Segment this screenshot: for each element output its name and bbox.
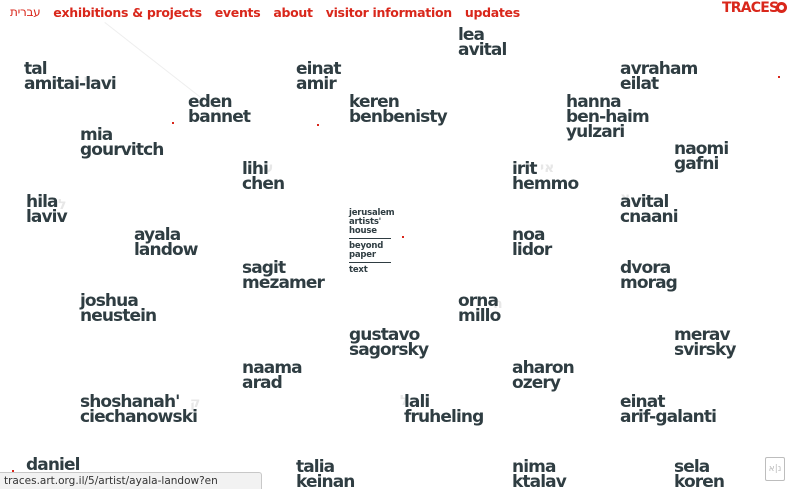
- artist-link-talia-keinan[interactable]: talia keinan: [296, 457, 355, 492]
- artist-link-nima-ktalav[interactable]: nima ktalav: [512, 457, 567, 492]
- brand-circle-icon: [776, 2, 787, 13]
- artist-link-merav-svirsky[interactable]: merav svirsky: [674, 325, 737, 360]
- artist-link-eden-bannet[interactable]: eden bannet: [188, 92, 251, 127]
- decorative-dot: [778, 76, 780, 78]
- project-link[interactable]: beyond paper: [349, 242, 391, 263]
- artist-link-daniel[interactable]: daniel: [26, 455, 80, 475]
- artist-link-hanna-ben-haim-yulzari[interactable]: hanna ben-haim yulzari: [566, 92, 650, 142]
- artist-link-lali-fruheling[interactable]: lali fruheling: [404, 392, 484, 427]
- nav-hebrew-link[interactable]: עברית: [10, 5, 41, 19]
- ghost-letter: ל: [84, 75, 93, 91]
- artist-link-lea-avital[interactable]: lea avital: [458, 25, 507, 60]
- center-info-block: jerusalem artists' house beyond paper te…: [349, 209, 395, 280]
- browser-status-bar: traces.art.org.il/5/artist/ayala-landow?…: [0, 472, 262, 489]
- ghost-letter: ל: [400, 393, 409, 409]
- nav-about[interactable]: about: [273, 4, 313, 20]
- text-link[interactable]: text: [349, 265, 368, 275]
- artist-link-tal-amitai-lavi[interactable]: tal amitai-lavi: [24, 59, 117, 94]
- artist-link-gustavo-sagorsky[interactable]: gustavo sagorsky: [349, 325, 429, 360]
- artist-link-lihi-chen[interactable]: lihi chen: [242, 159, 285, 194]
- artist-link-einat-arif-galanti[interactable]: einat arif-galanti: [620, 392, 717, 427]
- ghost-letter: ק: [190, 395, 201, 411]
- top-navigation: עברית exhibitions & projects events abou…: [10, 4, 533, 20]
- artist-link-joshua-neustein[interactable]: joshua neustein: [80, 291, 157, 326]
- ghost-letter: ג: [536, 226, 543, 242]
- artist-link-shoshanah-ciechanowski[interactable]: shoshanah' ciechanowski: [80, 392, 198, 427]
- artist-link-irit-hemmo[interactable]: irit hemmo: [512, 159, 579, 194]
- ghost-letter: ה: [493, 296, 503, 312]
- artist-link-aharon-ozery[interactable]: aharon ozery: [512, 358, 575, 393]
- venue-link[interactable]: jerusalem artists' house: [349, 209, 395, 239]
- artist-link-dvora-morag[interactable]: dvora morag: [620, 258, 678, 293]
- artist-link-naomi-gafni[interactable]: naomi gafni: [674, 139, 729, 174]
- ghost-letter: א: [620, 190, 631, 206]
- artist-link-sagit-mezamer[interactable]: sagit mezamer: [242, 258, 325, 293]
- ghost-letter: ל: [58, 197, 67, 213]
- decorative-dot: [317, 124, 319, 126]
- ghost-letter: ע: [264, 160, 274, 176]
- ghost-letter: ו: [420, 393, 425, 409]
- artist-link-einat-amir[interactable]: einat amir: [296, 59, 341, 94]
- nav-events[interactable]: events: [214, 4, 261, 20]
- decorative-dot: [12, 470, 14, 472]
- artist-link-keren-benbenisty[interactable]: keren benbenisty: [349, 92, 448, 127]
- artist-link-avital-cnaani[interactable]: avital cnaani: [620, 192, 679, 227]
- brand-logo[interactable]: TRACES: [722, 0, 779, 16]
- artist-link-sela-koren[interactable]: sela koren: [674, 457, 725, 492]
- artist-link-orna-millo[interactable]: orna millo: [458, 291, 501, 326]
- nav-exhibitions-projects[interactable]: exhibitions & projects: [53, 4, 202, 20]
- ghost-letter: נ: [730, 340, 737, 356]
- ghost-letter: אי: [540, 160, 555, 176]
- artist-link-noa-lidor[interactable]: noa lidor: [512, 225, 552, 260]
- decorative-dot: [402, 236, 404, 238]
- nav-visitor-information[interactable]: visitor information: [325, 4, 452, 20]
- nav-updates[interactable]: updates: [464, 4, 520, 20]
- corner-badge[interactable]: נ|א: [765, 457, 785, 481]
- decorative-dot: [172, 122, 174, 124]
- artist-link-ayala-landow[interactable]: ayala landow: [134, 225, 198, 260]
- artist-link-hila-laviv[interactable]: hila laviv: [26, 192, 68, 227]
- ghost-letter: ע: [688, 60, 698, 76]
- artist-link-mia-gourvitch[interactable]: mia gourvitch: [80, 125, 164, 160]
- artist-link-avraham-eilat[interactable]: avraham eilat: [620, 59, 698, 94]
- artist-link-naama-arad[interactable]: naama arad: [242, 358, 303, 393]
